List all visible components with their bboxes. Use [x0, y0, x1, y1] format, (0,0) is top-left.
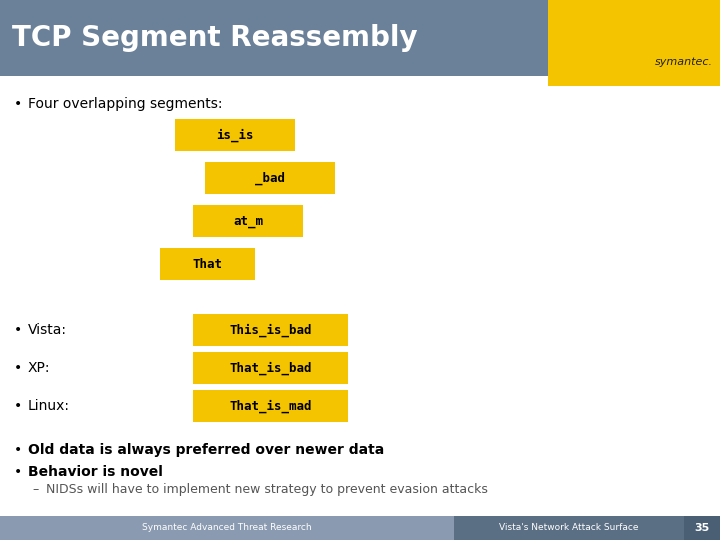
- Text: •: •: [14, 323, 22, 337]
- Text: •: •: [14, 361, 22, 375]
- Text: Vista:: Vista:: [28, 323, 67, 337]
- Text: _bad: _bad: [255, 171, 285, 185]
- Bar: [0, 516, 454, 540]
- Text: is_is: is_is: [216, 129, 253, 141]
- Text: symantec.: symantec.: [654, 57, 713, 67]
- Text: Symantec Advanced Threat Research: Symantec Advanced Threat Research: [142, 523, 312, 532]
- Text: Linux:: Linux:: [28, 399, 70, 413]
- Text: •: •: [14, 465, 22, 479]
- Text: at_m: at_m: [233, 214, 263, 227]
- Text: –: –: [32, 483, 38, 496]
- Bar: [548, 0, 720, 86]
- Text: Four overlapping segments:: Four overlapping segments:: [28, 97, 222, 111]
- Bar: [684, 516, 720, 540]
- Text: Vista's Network Attack Surface: Vista's Network Attack Surface: [499, 523, 639, 532]
- Text: That: That: [192, 258, 222, 271]
- Text: TCP Segment Reassembly: TCP Segment Reassembly: [12, 24, 418, 52]
- Text: •: •: [14, 399, 22, 413]
- Text: That_is_mad: That_is_mad: [229, 399, 312, 413]
- Text: 35: 35: [694, 523, 710, 533]
- Text: This_is_bad: This_is_bad: [229, 323, 312, 337]
- Bar: [193, 352, 348, 384]
- Bar: [454, 516, 684, 540]
- Text: Old data is always preferred over newer data: Old data is always preferred over newer …: [28, 443, 384, 457]
- Text: That_is_bad: That_is_bad: [229, 361, 312, 375]
- Bar: [0, 0, 720, 76]
- Bar: [193, 390, 348, 422]
- Bar: [160, 248, 255, 280]
- Bar: [175, 119, 295, 151]
- Bar: [0, 76, 720, 516]
- Text: Behavior is novel: Behavior is novel: [28, 465, 163, 479]
- Text: •: •: [14, 443, 22, 457]
- Bar: [205, 162, 335, 194]
- Text: •: •: [14, 97, 22, 111]
- Text: NIDSs will have to implement new strategy to prevent evasion attacks: NIDSs will have to implement new strateg…: [46, 483, 488, 496]
- Bar: [193, 314, 348, 346]
- Bar: [193, 205, 303, 237]
- Text: XP:: XP:: [28, 361, 50, 375]
